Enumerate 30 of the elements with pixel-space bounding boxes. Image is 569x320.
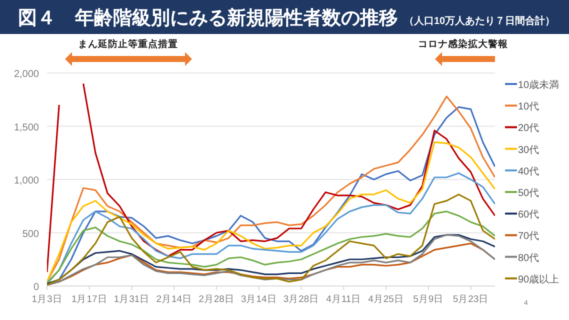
legend-label: 40代 — [518, 166, 540, 178]
legend-label: 70代 — [518, 231, 540, 242]
x-tick-label: 1月17日 — [71, 294, 108, 305]
chart-title: 図４ 年齢階級別にみる新規陽性者数の推移 — [18, 7, 398, 29]
x-tick-label: 2月28日 — [198, 294, 234, 305]
legend-label: 90歳以上 — [518, 273, 560, 286]
legend-label: 20代 — [518, 123, 540, 134]
y-tick-label: 1,000 — [14, 176, 40, 186]
text: まん延防止等重点措置 — [78, 38, 178, 50]
x-tick-label: 5月9日 — [413, 294, 444, 305]
x-tick-label: 4月11日 — [326, 294, 362, 305]
x-tick-label: 1月3日 — [32, 294, 62, 305]
x-tick-label: 5月23日 — [452, 294, 489, 305]
legend-label: 10代 — [518, 102, 540, 113]
x-tick-label: 3月28日 — [283, 294, 320, 305]
legend-label: 30代 — [518, 144, 540, 156]
text: コロナ感染拡大警報 — [418, 38, 509, 50]
x-tick-label: 3月14日 — [240, 294, 277, 305]
x-tick-label: 1月31日 — [114, 294, 150, 305]
legend-label: 50代 — [518, 188, 540, 199]
y-tick-label: 1,500 — [14, 122, 40, 134]
y-tick-label: 500 — [22, 228, 40, 240]
legend-label: 10歳未満 — [518, 79, 560, 91]
y-tick-label: 2,000 — [14, 69, 40, 80]
y-tick-label: 0 — [33, 282, 40, 293]
x-tick-label: 4月25日 — [368, 294, 404, 305]
legend-label: 80代 — [518, 252, 540, 264]
x-tick-label: 2月14日 — [156, 294, 192, 305]
chart-subtitle: （人口10万人あたり７日間合計） — [404, 15, 556, 27]
legend-label: 60代 — [518, 210, 540, 221]
